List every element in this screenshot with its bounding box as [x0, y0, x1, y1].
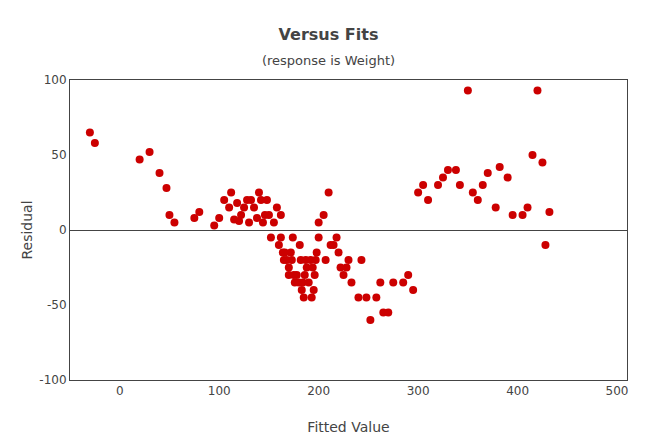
svg-text:50: 50 — [51, 148, 66, 162]
svg-text:0: 0 — [116, 384, 124, 398]
svg-text:(response is Weight): (response is Weight) — [262, 53, 395, 68]
svg-text:Residual: Residual — [19, 200, 35, 259]
svg-text:300: 300 — [407, 384, 430, 398]
svg-text:Fitted Value: Fitted Value — [307, 419, 389, 435]
svg-text:100: 100 — [44, 73, 67, 87]
svg-text:0: 0 — [59, 223, 67, 237]
svg-text:400: 400 — [506, 384, 529, 398]
svg-text:-100: -100 — [39, 373, 66, 387]
svg-text:500: 500 — [606, 384, 629, 398]
svg-text:-50: -50 — [47, 298, 67, 312]
svg-text:Versus Fits: Versus Fits — [279, 25, 379, 44]
svg-text:100: 100 — [208, 384, 231, 398]
svg-text:200: 200 — [307, 384, 330, 398]
